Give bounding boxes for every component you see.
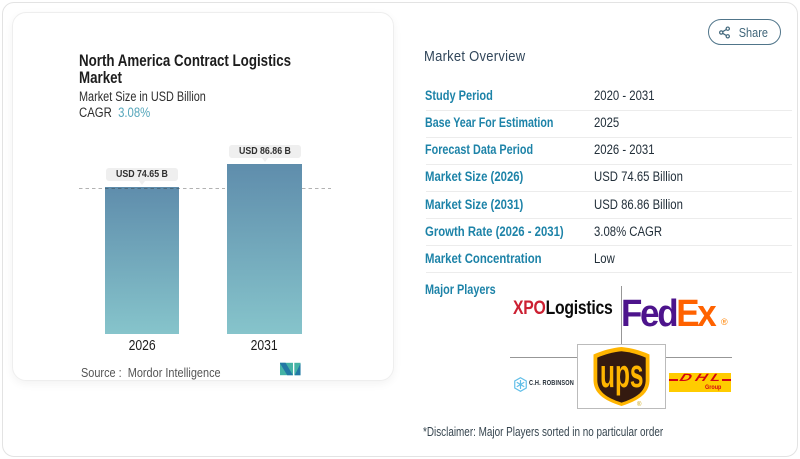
svg-text:ups: ups <box>600 352 644 396</box>
